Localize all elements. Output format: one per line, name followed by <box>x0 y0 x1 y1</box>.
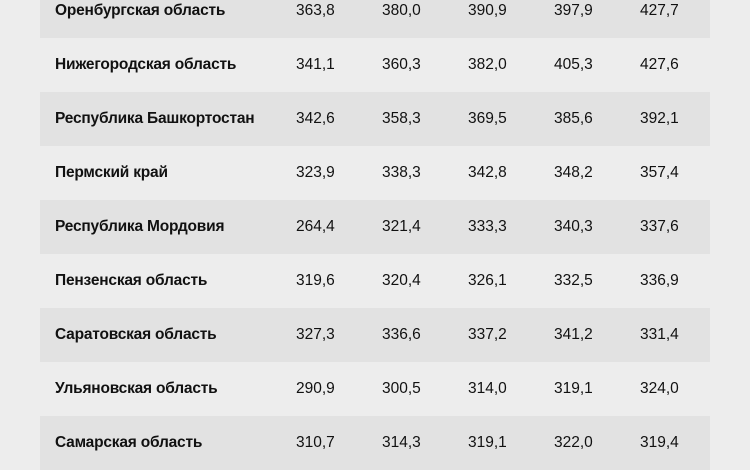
value-cell: 405,3 <box>554 56 593 73</box>
value-cell: 264,4 <box>296 218 335 235</box>
value-cell: 427,6 <box>640 56 679 73</box>
region-name: Республика Мордовия <box>55 218 225 235</box>
value-cell: 348,2 <box>554 164 593 181</box>
value-cell: 333,3 <box>468 218 507 235</box>
value-cell: 369,5 <box>468 110 507 127</box>
value-cell: 337,6 <box>640 218 679 235</box>
value-cell: 327,3 <box>296 326 335 343</box>
region-name: Республика Башкортостан <box>55 110 255 127</box>
region-name: Саратовская область <box>55 326 217 343</box>
value-cell: 323,9 <box>296 164 335 181</box>
value-cell: 320,4 <box>382 272 421 289</box>
value-cell: 382,0 <box>468 56 507 73</box>
region-name: Нижегородская область <box>55 56 237 73</box>
region-name: Оренбургская область <box>55 2 226 19</box>
region-name: Самарская область <box>55 434 203 451</box>
value-cell: 321,4 <box>382 218 421 235</box>
region-name: Ульяновская область <box>55 380 218 397</box>
value-cell: 341,2 <box>554 326 593 343</box>
value-cell: 341,1 <box>296 56 335 73</box>
table-row: Республика Мордовия 264,4 321,4 333,3 340,3 3… <box>40 200 710 254</box>
value-cell: 380,0 <box>382 2 421 19</box>
table-row: Оренбургская область 363,8 380,0 390,9 397,9… <box>40 0 710 38</box>
table-row: Саратовская область 327,3 336,6 337,2 341,2 3… <box>40 308 710 362</box>
value-cell: 314,3 <box>382 434 421 451</box>
value-cell: 336,9 <box>640 272 679 289</box>
value-cell: 314,0 <box>468 380 507 397</box>
value-cell: 385,6 <box>554 110 593 127</box>
value-cell: 319,1 <box>554 380 593 397</box>
value-cell: 319,1 <box>468 434 507 451</box>
value-cell: 392,1 <box>640 110 679 127</box>
table-row: Пермский край 323,9 338,3 342,8 348,2 357,4 <box>40 146 710 200</box>
value-cell: 397,9 <box>554 2 593 19</box>
value-cell: 340,3 <box>554 218 593 235</box>
value-cell: 358,3 <box>382 110 421 127</box>
value-cell: 324,0 <box>640 380 679 397</box>
value-cell: 300,5 <box>382 380 421 397</box>
value-cell: 342,6 <box>296 110 335 127</box>
value-cell: 319,4 <box>640 434 679 451</box>
value-cell: 357,4 <box>640 164 679 181</box>
value-cell: 360,3 <box>382 56 421 73</box>
value-cell: 310,7 <box>296 434 335 451</box>
value-cell: 290,9 <box>296 380 335 397</box>
value-cell: 342,8 <box>468 164 507 181</box>
value-cell: 337,2 <box>468 326 507 343</box>
value-cell: 331,4 <box>640 326 679 343</box>
table-row: Пензенская область 319,6 320,4 326,1 332,5 33… <box>40 254 710 308</box>
region-name: Пензенская область <box>55 272 208 289</box>
value-cell: 338,3 <box>382 164 421 181</box>
value-cell: 336,6 <box>382 326 421 343</box>
data-table: Оренбургская область 363,8 380,0 390,9 397,9… <box>40 0 710 470</box>
value-cell: 427,7 <box>640 2 679 19</box>
value-cell: 390,9 <box>468 2 507 19</box>
value-cell: 319,6 <box>296 272 335 289</box>
value-cell: 332,5 <box>554 272 593 289</box>
value-cell: 326,1 <box>468 272 507 289</box>
table-row: Ульяновская область 290,9 300,5 314,0 319,1 3… <box>40 362 710 416</box>
table-row: Нижегородская область 341,1 360,3 382,0 405,… <box>40 38 710 92</box>
value-cell: 363,8 <box>296 2 335 19</box>
table-row: Самарская область 310,7 314,3 319,1 322,0 319… <box>40 416 710 470</box>
value-cell: 322,0 <box>554 434 593 451</box>
region-name: Пермский край <box>55 164 168 181</box>
table-row: Республика Башкортостан 342,6 358,3 369,5 38… <box>40 92 710 146</box>
